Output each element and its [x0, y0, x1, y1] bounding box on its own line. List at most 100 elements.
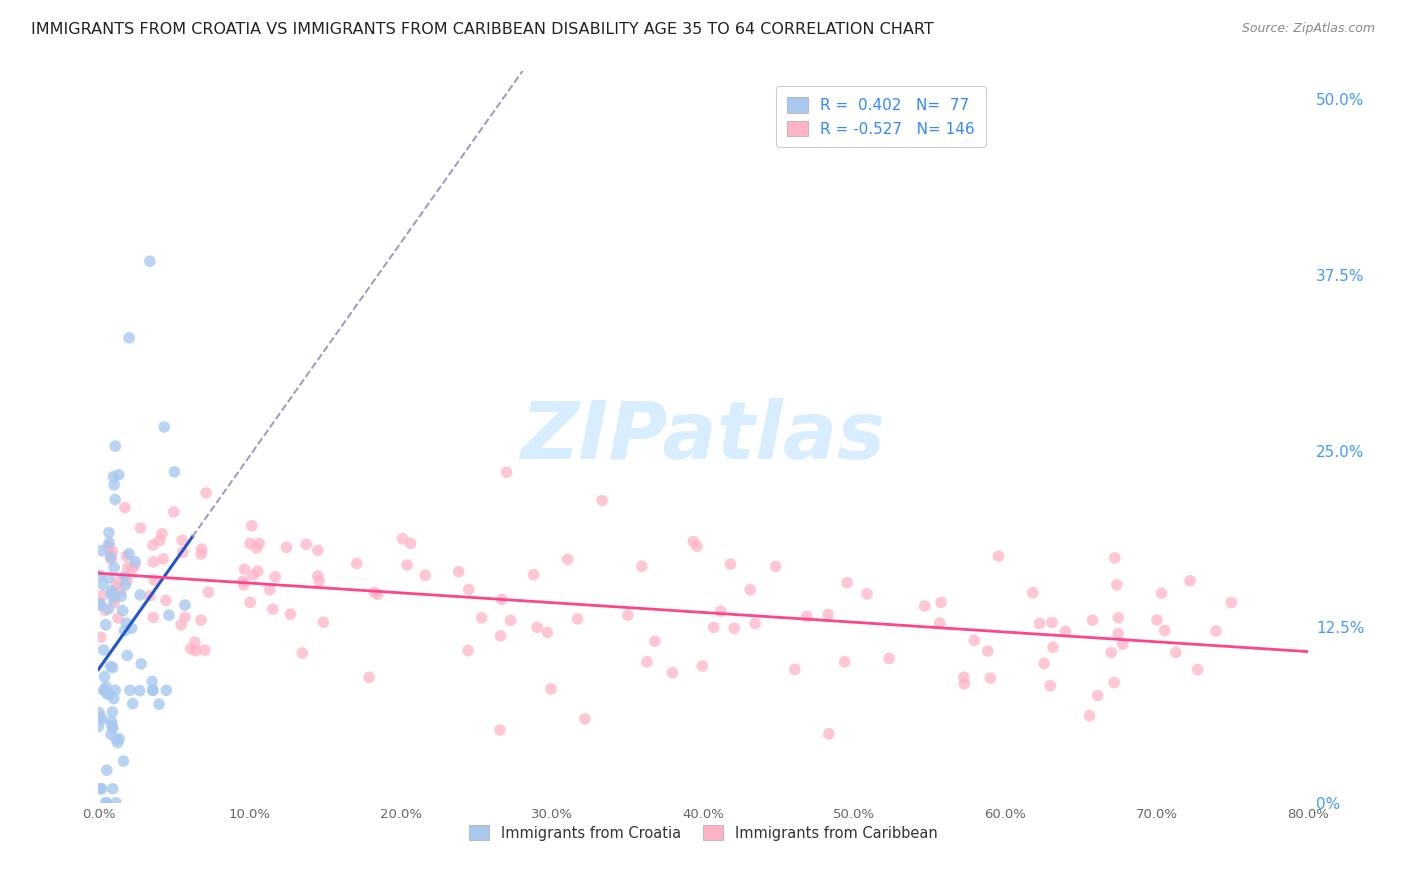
Point — [163, 465, 186, 479]
Point — [93, 670, 115, 684]
Point — [101, 660, 124, 674]
Point — [276, 540, 298, 554]
Point — [232, 578, 254, 592]
Point — [103, 560, 125, 574]
Point — [644, 634, 666, 648]
Point — [1178, 574, 1201, 588]
Point — [118, 331, 141, 345]
Point — [835, 575, 858, 590]
Point — [93, 643, 115, 657]
Point — [89, 596, 111, 610]
Point — [139, 589, 162, 603]
Point — [104, 439, 127, 453]
Point — [1087, 689, 1109, 703]
Point — [172, 533, 194, 548]
Point — [1039, 679, 1062, 693]
Point — [101, 544, 124, 558]
Point — [239, 536, 262, 550]
Point — [90, 713, 112, 727]
Point — [740, 582, 762, 597]
Point — [98, 541, 121, 555]
Point — [929, 595, 952, 609]
Point — [114, 624, 136, 638]
Point — [153, 420, 176, 434]
Point — [114, 500, 136, 515]
Point — [295, 537, 318, 551]
Point — [174, 610, 197, 624]
Legend: Immigrants from Croatia, Immigrants from Caribbean: Immigrants from Croatia, Immigrants from… — [463, 820, 943, 847]
Point — [489, 629, 512, 643]
Point — [112, 754, 135, 768]
Point — [103, 691, 125, 706]
Point — [692, 659, 714, 673]
Point — [104, 683, 127, 698]
Point — [574, 712, 596, 726]
Point — [118, 547, 141, 561]
Point — [259, 582, 281, 597]
Point — [117, 561, 139, 575]
Point — [765, 559, 787, 574]
Point — [963, 633, 986, 648]
Point — [491, 592, 513, 607]
Point — [710, 604, 733, 618]
Point — [557, 552, 579, 566]
Point — [952, 670, 974, 684]
Point — [856, 587, 879, 601]
Point — [457, 643, 479, 657]
Point — [1150, 586, 1173, 600]
Point — [399, 536, 422, 550]
Point — [391, 532, 413, 546]
Point — [245, 541, 267, 555]
Point — [280, 607, 302, 622]
Point — [98, 536, 121, 550]
Point — [240, 518, 263, 533]
Point — [247, 536, 270, 550]
Point — [877, 651, 900, 665]
Point — [818, 727, 841, 741]
Point — [172, 545, 194, 559]
Point — [184, 644, 207, 658]
Point — [93, 683, 115, 698]
Point — [139, 254, 162, 268]
Point — [817, 607, 839, 622]
Point — [155, 683, 177, 698]
Point — [100, 549, 122, 563]
Point — [149, 533, 172, 548]
Point — [1040, 615, 1063, 630]
Point — [101, 583, 124, 598]
Point — [108, 574, 131, 589]
Point — [105, 732, 128, 747]
Point — [142, 683, 165, 698]
Point — [91, 589, 114, 603]
Point — [264, 570, 287, 584]
Point — [195, 486, 218, 500]
Point — [783, 662, 806, 676]
Point — [94, 680, 117, 694]
Point — [457, 582, 479, 597]
Point — [111, 604, 134, 618]
Point — [359, 670, 381, 684]
Point — [914, 599, 936, 613]
Point — [163, 505, 186, 519]
Point — [89, 599, 111, 613]
Point — [232, 574, 254, 589]
Point — [976, 644, 998, 658]
Point — [141, 674, 163, 689]
Point — [121, 697, 143, 711]
Point — [90, 630, 112, 644]
Point — [1187, 663, 1209, 677]
Point — [194, 643, 217, 657]
Point — [723, 621, 745, 635]
Point — [100, 714, 122, 729]
Point — [1042, 640, 1064, 655]
Point — [115, 616, 138, 631]
Point — [190, 542, 212, 557]
Point — [96, 687, 118, 701]
Point — [97, 602, 120, 616]
Point — [447, 565, 470, 579]
Point — [567, 612, 589, 626]
Point — [1054, 624, 1077, 639]
Point — [142, 610, 165, 624]
Point — [523, 567, 546, 582]
Text: Source: ZipAtlas.com: Source: ZipAtlas.com — [1241, 22, 1375, 36]
